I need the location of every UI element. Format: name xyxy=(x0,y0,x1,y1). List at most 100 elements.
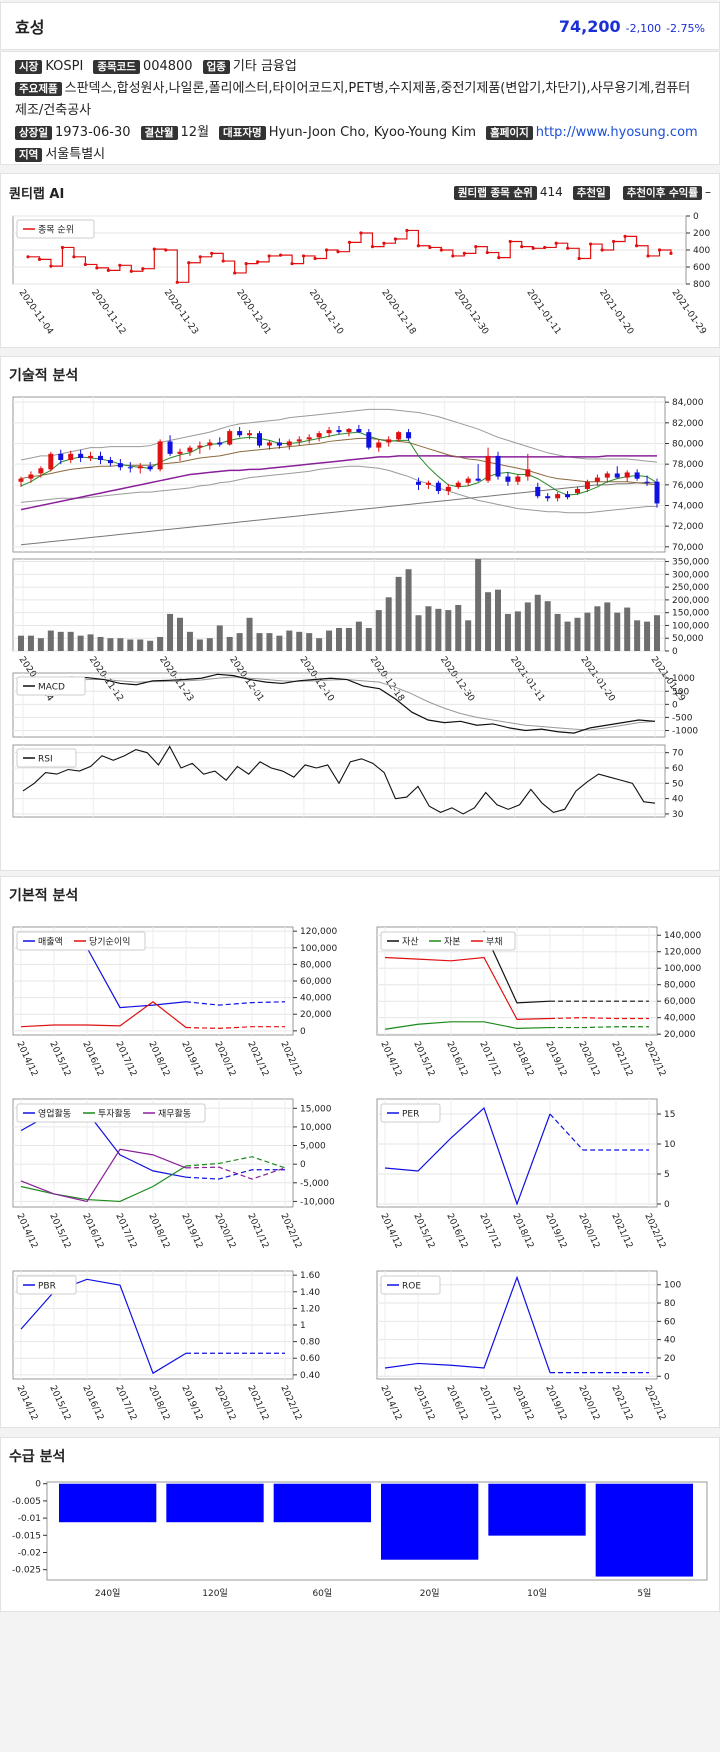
volume-bar xyxy=(534,594,541,651)
supply-bar xyxy=(488,1483,586,1536)
rank-point xyxy=(370,245,375,249)
technical-analysis-card: 기술적 분석 70,000 72,000 74,000 76,000 78,000 80,… xyxy=(0,356,720,871)
volume-bar xyxy=(276,635,283,651)
volume-xtick-label: 2020-12-30 xyxy=(438,655,476,704)
cashflow-xtick-label: 2022/12 xyxy=(278,1212,303,1250)
rank-point xyxy=(187,261,191,265)
supply-bar xyxy=(381,1483,479,1560)
pbr-ytick-label: 0.40 xyxy=(300,1371,320,1381)
rank-point xyxy=(267,254,271,258)
rank-point xyxy=(474,245,478,249)
rank-ytick-label: 200 xyxy=(693,229,710,239)
supply-title: 수급 분석 xyxy=(9,1449,66,1465)
rank-point xyxy=(26,255,30,259)
revenue-xtick-label: 2018/12 xyxy=(146,1040,171,1078)
balance-ytick-label: 120,000 xyxy=(664,948,701,958)
rank-point xyxy=(393,237,398,241)
rank-point xyxy=(520,245,524,249)
rank-point xyxy=(164,248,168,252)
roe-ytick-label: 100 xyxy=(664,1281,681,1291)
candle-body xyxy=(416,481,421,485)
balance-xtick-label: 2021/12 xyxy=(609,1040,634,1078)
cashflow-series-forecast-line xyxy=(185,1156,286,1169)
candle-body xyxy=(545,496,551,499)
volume-bar xyxy=(236,633,243,651)
roe-xtick-label: 2020/12 xyxy=(576,1384,601,1422)
price-change: -2,100 xyxy=(625,21,662,35)
rank-point xyxy=(600,248,604,252)
volume-bar xyxy=(246,617,253,651)
rank-tag: 퀀티랩 종목 순위 xyxy=(453,185,537,200)
volume-bar xyxy=(514,611,521,651)
candle-body xyxy=(366,432,372,448)
price-change-pct: -2.75% xyxy=(666,21,705,35)
ceo-tag: 대표자명 xyxy=(219,126,266,140)
cashflow-xtick-label: 2014/12 xyxy=(14,1212,39,1250)
volume-bar xyxy=(286,630,293,651)
candle-body xyxy=(217,442,223,445)
volume-bar xyxy=(594,606,601,651)
volume-ytick-label: 200,000 xyxy=(672,596,709,606)
volume-bar xyxy=(445,610,452,651)
rank-point xyxy=(485,250,489,255)
balance-xtick-label: 2014/12 xyxy=(378,1040,403,1078)
rank-point xyxy=(95,266,99,270)
macd-ytick-label: 0 xyxy=(672,700,678,710)
cashflow-legend-box xyxy=(16,1103,206,1123)
rank-xtick-label: 2021-01-11 xyxy=(524,288,562,337)
volume-bar xyxy=(47,630,54,651)
rank-point xyxy=(244,262,248,266)
candle-body xyxy=(237,431,243,436)
ma5-line xyxy=(20,431,658,496)
revenue-legend-label: 매출액 xyxy=(38,936,63,948)
rank-xtick-label: 2020-12-01 xyxy=(234,288,272,337)
volume-bar xyxy=(385,597,392,651)
supply-chart: 0 -0.005 -0.01 -0.015 -0.02 -0.025 240일 120일 60일… xyxy=(12,1480,708,1599)
rank-point xyxy=(543,245,547,250)
volume-bar xyxy=(355,621,362,651)
candle-body xyxy=(227,431,233,445)
volume-bar xyxy=(634,620,641,651)
rsi-ytick-label: 70 xyxy=(672,749,684,759)
rank-point xyxy=(669,251,673,255)
candle-body xyxy=(107,460,113,464)
macd-ytick-label: -500 xyxy=(672,713,693,723)
technical-chart: 70,000 72,000 74,000 76,000 78,000 80,000 82,0… xyxy=(12,396,709,820)
listed-tag: 상장일 xyxy=(15,126,52,140)
rank-chart: 0 200 400 600 800 종목 순위 2020-11-04 2020-11-12 20… xyxy=(12,212,710,337)
candle-body xyxy=(356,429,362,433)
rank-point xyxy=(118,263,122,267)
volume-ytick-label: 50,000 xyxy=(672,634,704,644)
revenue-xtick-label: 2021/12 xyxy=(245,1040,270,1078)
macd-signal-line xyxy=(22,676,656,731)
rank-point xyxy=(589,242,593,246)
rsi-ytick-label: 50 xyxy=(672,779,684,789)
rank-point xyxy=(336,250,340,254)
rank-point xyxy=(60,245,65,250)
revenue-xtick-label: 2020/12 xyxy=(212,1040,237,1078)
rank-point xyxy=(359,231,363,235)
revenue-xtick-label: 2014/12 xyxy=(14,1040,39,1078)
volume-bar xyxy=(475,559,482,651)
rank-ytick-label: 800 xyxy=(693,280,710,290)
rank-point xyxy=(462,251,466,255)
volume-bar xyxy=(57,631,64,651)
supply-xtick-label: 10일 xyxy=(527,1588,547,1599)
candle-ytick-label: 74,000 xyxy=(672,502,704,512)
ai-title: 퀀티랩 AI xyxy=(9,186,65,202)
revenue-ytick-label: 120,000 xyxy=(300,927,337,937)
rank-point xyxy=(657,248,662,252)
volume-bar xyxy=(296,631,303,651)
candle-body xyxy=(515,476,521,482)
cashflow-xtick-label: 2015/12 xyxy=(47,1212,72,1250)
listed-value: 1973-06-30 xyxy=(54,125,131,140)
revenue-series-forecast-line xyxy=(185,1001,286,1006)
rank-ytick-label: 600 xyxy=(693,263,710,273)
candle-body xyxy=(376,442,382,448)
candle-body xyxy=(475,478,481,481)
pbr-ytick-label: 1.40 xyxy=(300,1288,320,1298)
rank-point xyxy=(554,241,558,245)
revenue-xtick-label: 2022/12 xyxy=(278,1040,303,1078)
website-link[interactable]: http://www.hyosung.com xyxy=(535,125,698,140)
rank-point xyxy=(141,267,145,271)
